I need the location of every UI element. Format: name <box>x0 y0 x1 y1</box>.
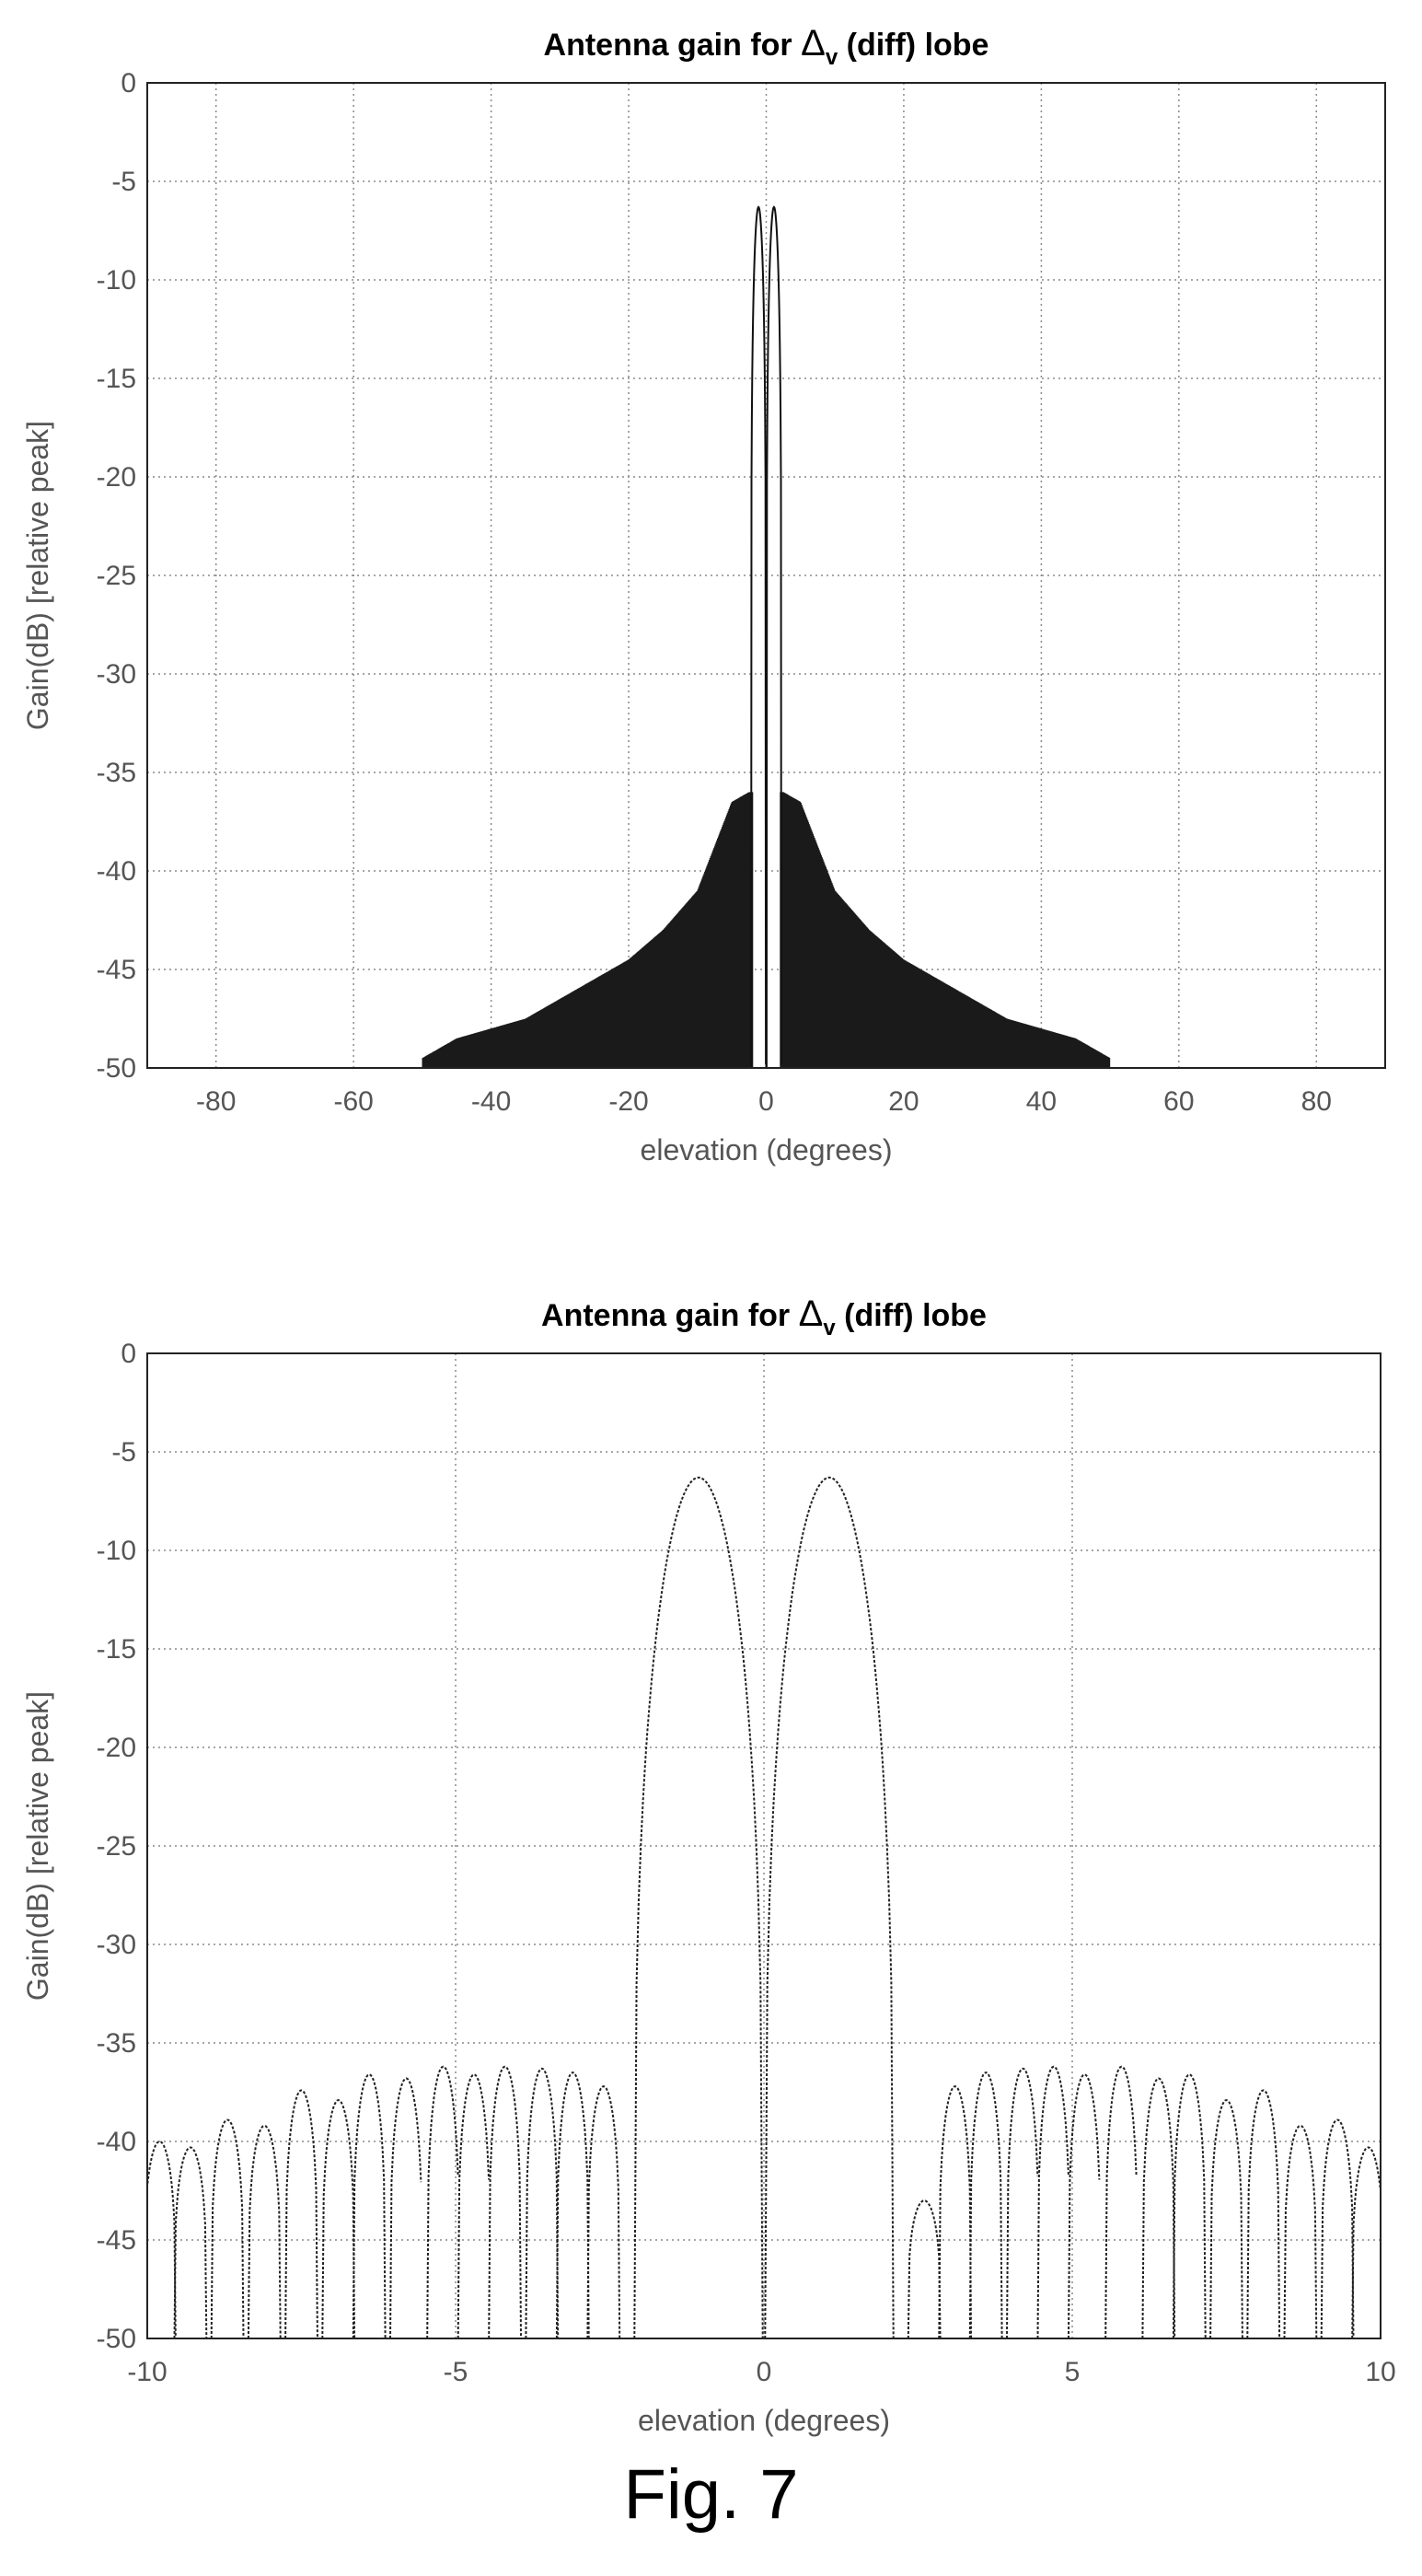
chart-top: Antenna gain for Δv (diff) lobe -80 -60 -40… <box>0 0 1422 1215</box>
y-tick-label: -30 <box>97 659 136 690</box>
y-tick-label: 0 <box>121 68 136 99</box>
y-tick-label: -45 <box>97 955 136 985</box>
sidelobe-point <box>1210 2100 1243 2338</box>
x-tick-label: 0 <box>758 1086 774 1117</box>
x-tick-label: -5 <box>444 2357 468 2387</box>
sidelobe-point <box>1038 2067 1069 2338</box>
chart-title-subscript: v <box>823 1316 836 1340</box>
sidelobe-point <box>557 2072 589 2338</box>
chart-bottom: Antenna gain for Δv (diff) lobe-10 -5 0 5 10… <box>0 1266 1422 2444</box>
sidelobe-point <box>939 2086 971 2338</box>
y-tick-label: -40 <box>97 856 136 887</box>
y-tick-label: -25 <box>97 561 136 591</box>
y-tick-label: -30 <box>97 1930 136 1960</box>
sidelobe-point <box>322 2100 354 2338</box>
sidelobe-point <box>1142 2079 1174 2339</box>
main-lobe-left <box>751 207 766 1068</box>
sidelobe-point <box>175 2147 207 2338</box>
x-tick-label: -60 <box>333 1086 373 1117</box>
x-tick-label: -40 <box>471 1086 511 1117</box>
x-tick-label: 5 <box>1065 2357 1081 2387</box>
y-tick-label: -20 <box>97 1733 136 1763</box>
x-tick-label: -10 <box>127 2357 167 2387</box>
sidelobe-point <box>353 2074 386 2338</box>
y-axis-label: Gain(dB) [relative peak] <box>21 1691 54 2001</box>
chart-title-symbol: Δ <box>801 23 826 64</box>
sidelobe-point <box>526 2069 558 2338</box>
sidelobe-point <box>1247 2090 1279 2338</box>
sidelobe-point <box>1352 2147 1381 2338</box>
y-tick-label: -5 <box>111 167 136 197</box>
sidelobe-point <box>390 2079 421 2339</box>
sidelobe-point <box>249 2126 281 2338</box>
x-axis-label: elevation (degrees) <box>638 2404 890 2437</box>
x-tick-label: 10 <box>1365 2357 1395 2387</box>
x-axis-label: elevation (degrees) <box>641 1133 893 1166</box>
y-tick-label: -10 <box>97 265 136 296</box>
sidelobe-point <box>285 2090 318 2338</box>
chart-title: Antenna gain for Δv (diff) lobe <box>544 23 989 70</box>
x-tick-label: 0 <box>757 2357 772 2387</box>
y-tick-label: -35 <box>97 758 136 788</box>
x-tick-label: -80 <box>196 1086 236 1117</box>
sidelobe-point <box>212 2120 244 2339</box>
x-tick-label: 20 <box>888 1086 919 1117</box>
y-tick-label: -10 <box>97 1536 136 1566</box>
sidelobe-point <box>1069 2074 1099 2338</box>
chart-title-prefix: Antenna gain for <box>544 28 802 63</box>
chart-title-suffix: (diff) lobe <box>836 1298 987 1333</box>
x-tick-label: 40 <box>1026 1086 1057 1117</box>
sidelobe-point <box>147 2141 176 2338</box>
main-lobe-right <box>767 207 781 1068</box>
y-tick-label: -15 <box>97 1634 136 1665</box>
y-tick-label: -20 <box>97 462 136 493</box>
chart-title-symbol: Δ <box>799 1294 824 1334</box>
sidelobe-point <box>458 2074 489 2338</box>
sidelobe-point <box>427 2067 457 2338</box>
y-tick-label: 0 <box>121 1339 136 1369</box>
y-tick-label: -15 <box>97 364 136 394</box>
x-tick-label: 60 <box>1163 1086 1194 1117</box>
y-tick-label: -50 <box>97 2324 136 2354</box>
sidelobe-point <box>587 2086 619 2338</box>
sidelobe-point <box>1173 2074 1206 2338</box>
sidelobe-point <box>1007 2069 1037 2338</box>
figure-caption: Fig. 7 <box>0 2444 1422 2546</box>
y-tick-label: -45 <box>97 2225 136 2256</box>
chart-title: Antenna gain for Δv (diff) lobe <box>541 1294 987 1340</box>
main-lobe-left <box>634 1478 762 2338</box>
sidelobe-point <box>908 2200 941 2338</box>
sidelobe-point <box>970 2072 1002 2338</box>
chart-title-subscript: v <box>826 45 838 70</box>
sidelobe-point <box>1322 2120 1354 2339</box>
sidelobe-point <box>489 2067 521 2338</box>
y-tick-label: -5 <box>111 1437 136 1468</box>
chart-title-suffix: (diff) lobe <box>838 28 988 63</box>
y-tick-label: -35 <box>97 2028 136 2059</box>
chart-title-prefix: Antenna gain for <box>541 1298 799 1333</box>
y-axis-label: Gain(dB) [relative peak] <box>21 421 54 730</box>
sidelobe-point <box>1105 2067 1136 2338</box>
y-tick-label: -40 <box>97 2127 136 2157</box>
y-tick-label: -50 <box>97 1053 136 1084</box>
sidelobe-point <box>1285 2126 1317 2338</box>
main-lobe-right <box>765 1478 893 2338</box>
x-tick-label: 80 <box>1301 1086 1332 1117</box>
x-tick-label: -20 <box>608 1086 648 1117</box>
y-tick-label: -25 <box>97 1831 136 1862</box>
